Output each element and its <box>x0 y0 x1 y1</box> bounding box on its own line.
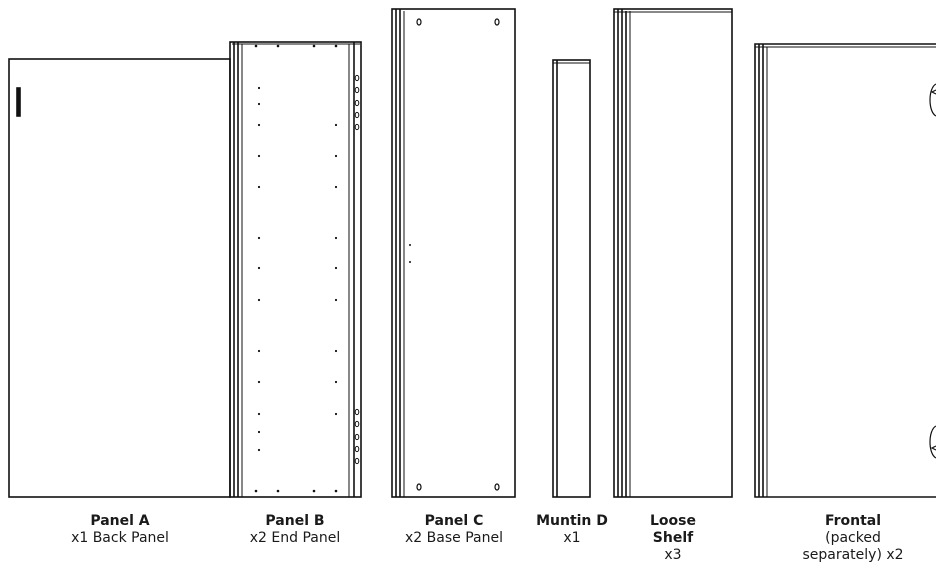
panel-c-label: Panel C x2 Base Panel <box>388 513 520 547</box>
frontal-drawing <box>754 43 936 498</box>
loose-shelf-drawing <box>613 8 733 498</box>
panel-c-fixing-holes <box>416 18 500 491</box>
panel-a-name: Panel A <box>90 513 150 529</box>
loose-shelf-qty: x3 <box>664 547 682 563</box>
muntin-d-drawing <box>552 59 591 498</box>
loose-shelf-label: Loose Shelf x3 <box>646 513 700 564</box>
panel-c-qty: x2 Base Panel <box>405 530 503 546</box>
panel-a-handle-slot <box>16 87 21 117</box>
panel-b-qty: x2 End Panel <box>249 530 341 546</box>
frontal-hinge-cups <box>929 83 936 459</box>
muntin-d-label: Muntin D x1 <box>526 513 618 547</box>
panel-c-name: Panel C <box>424 513 484 529</box>
frontal-name: Frontal <box>824 513 882 529</box>
panel-a-label: Panel A x1 Back Panel <box>50 513 190 547</box>
panel-b-edge-fittings <box>354 74 360 465</box>
panel-c-drawing <box>391 8 516 498</box>
panel-b-drawing <box>229 41 362 498</box>
muntin-d-name: Muntin D <box>536 513 608 529</box>
panel-b-name: Panel B <box>265 513 325 529</box>
panel-a-qty: x1 Back Panel <box>71 530 169 546</box>
panel-b-hole-pattern <box>254 44 338 493</box>
frontal-qty: (packed separately) x2 <box>802 530 904 563</box>
frontal-label: Frontal (packed separately) x2 <box>770 513 936 564</box>
loose-shelf-name: Loose Shelf <box>650 513 696 546</box>
panel-b-label: Panel B x2 End Panel <box>230 513 360 547</box>
muntin-d-qty: x1 <box>563 530 581 546</box>
panel-a-drawing <box>8 58 231 498</box>
